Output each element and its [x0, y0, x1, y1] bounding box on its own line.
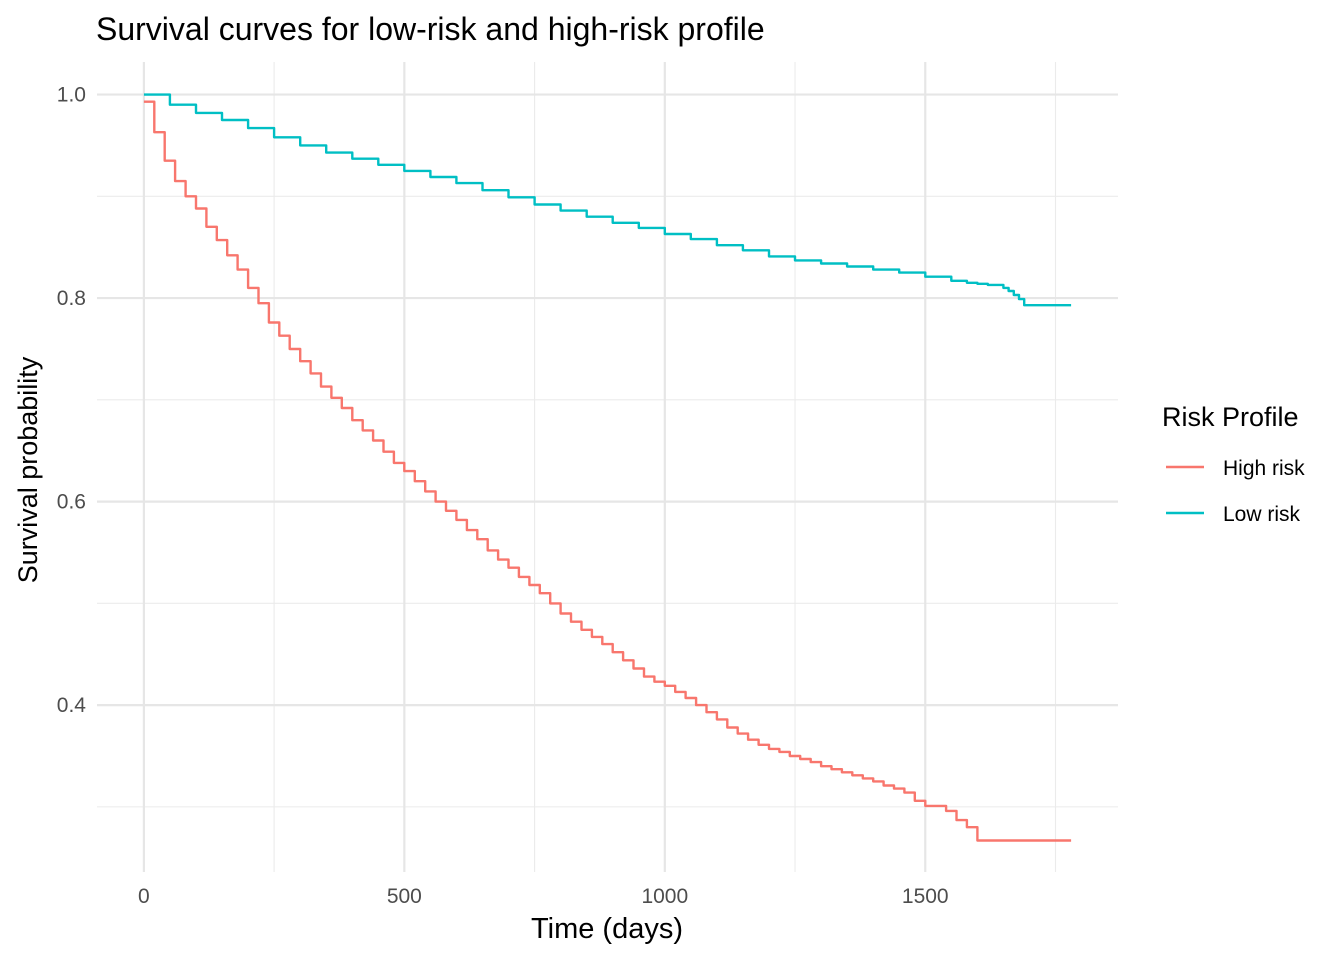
legend: Risk Profile High risk Low risk: [1162, 402, 1305, 526]
x-tick-label: 500: [387, 885, 422, 908]
series-line-low-risk: [143, 93, 1072, 307]
legend-title: Risk Profile: [1162, 402, 1299, 432]
series-line-high-risk: [143, 100, 1072, 842]
chart-title: Survival curves for low-risk and high-ri…: [96, 11, 765, 47]
legend-label-low-risk: Low risk: [1223, 503, 1301, 526]
grid-major: [97, 62, 1118, 872]
y-tick-label: 1.0: [57, 84, 86, 107]
series-layer: [143, 93, 1072, 842]
x-tick-label: 1500: [902, 885, 949, 908]
x-tick-label: 1000: [641, 885, 688, 908]
y-tick-label: 0.4: [57, 694, 87, 717]
y-tick-label: 0.8: [57, 287, 86, 310]
grid-minor: [97, 62, 1118, 872]
x-axis-ticks: 0 500 1000 1500: [138, 885, 949, 908]
y-axis-ticks: 0.4 0.6 0.8 1.0: [57, 84, 87, 718]
legend-label-high-risk: High risk: [1223, 457, 1305, 480]
y-tick-label: 0.6: [57, 491, 86, 514]
y-axis-label: Survival probability: [13, 356, 43, 583]
x-axis-label: Time (days): [531, 913, 683, 945]
x-tick-label: 0: [138, 885, 150, 908]
